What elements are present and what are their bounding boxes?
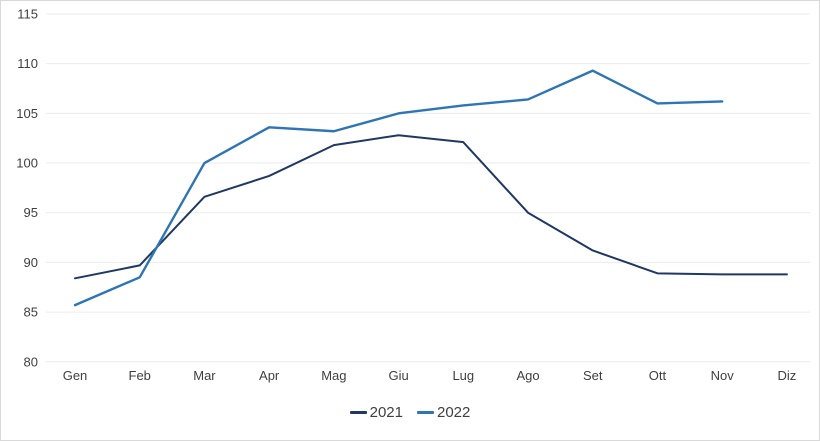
y-tick-label: 110 — [17, 56, 38, 71]
x-tick-label: Ott — [649, 368, 667, 383]
x-tick-label: Nov — [711, 368, 735, 383]
y-tick-label: 100 — [16, 156, 38, 171]
series-line-2021 — [74, 134, 788, 280]
y-tick-label: 115 — [17, 7, 38, 22]
x-tick-label: Mar — [193, 368, 216, 383]
legend-swatch-2022 — [417, 411, 434, 414]
legend-label-2021: 2021 — [369, 404, 403, 421]
y-tick-label: 105 — [16, 106, 38, 121]
y-tick-label: 80 — [24, 354, 38, 369]
y-tick-label: 85 — [24, 305, 38, 320]
y-tick-label: 95 — [24, 205, 38, 220]
x-tick-label: Giu — [388, 368, 408, 383]
legend-item-2021: 2021 — [349, 404, 403, 421]
x-tick-label: Apr — [259, 368, 280, 383]
legend-swatch-2021 — [349, 411, 367, 414]
x-tick-label: Mag — [321, 368, 346, 383]
x-tick-label: Diz — [778, 368, 797, 383]
legend-item-2022: 2022 — [417, 404, 470, 421]
x-tick-label: Feb — [129, 368, 151, 383]
x-tick-label: Gen — [63, 368, 88, 383]
legend-label-2022: 2022 — [437, 404, 471, 421]
y-tick-label: 90 — [24, 255, 38, 270]
x-tick-label: Set — [583, 368, 603, 383]
x-tick-label: Ago — [516, 368, 539, 383]
x-tick-label: Lug — [452, 368, 474, 383]
series-line-2022 — [73, 69, 724, 307]
legend: 2021 2022 — [1, 404, 819, 421]
